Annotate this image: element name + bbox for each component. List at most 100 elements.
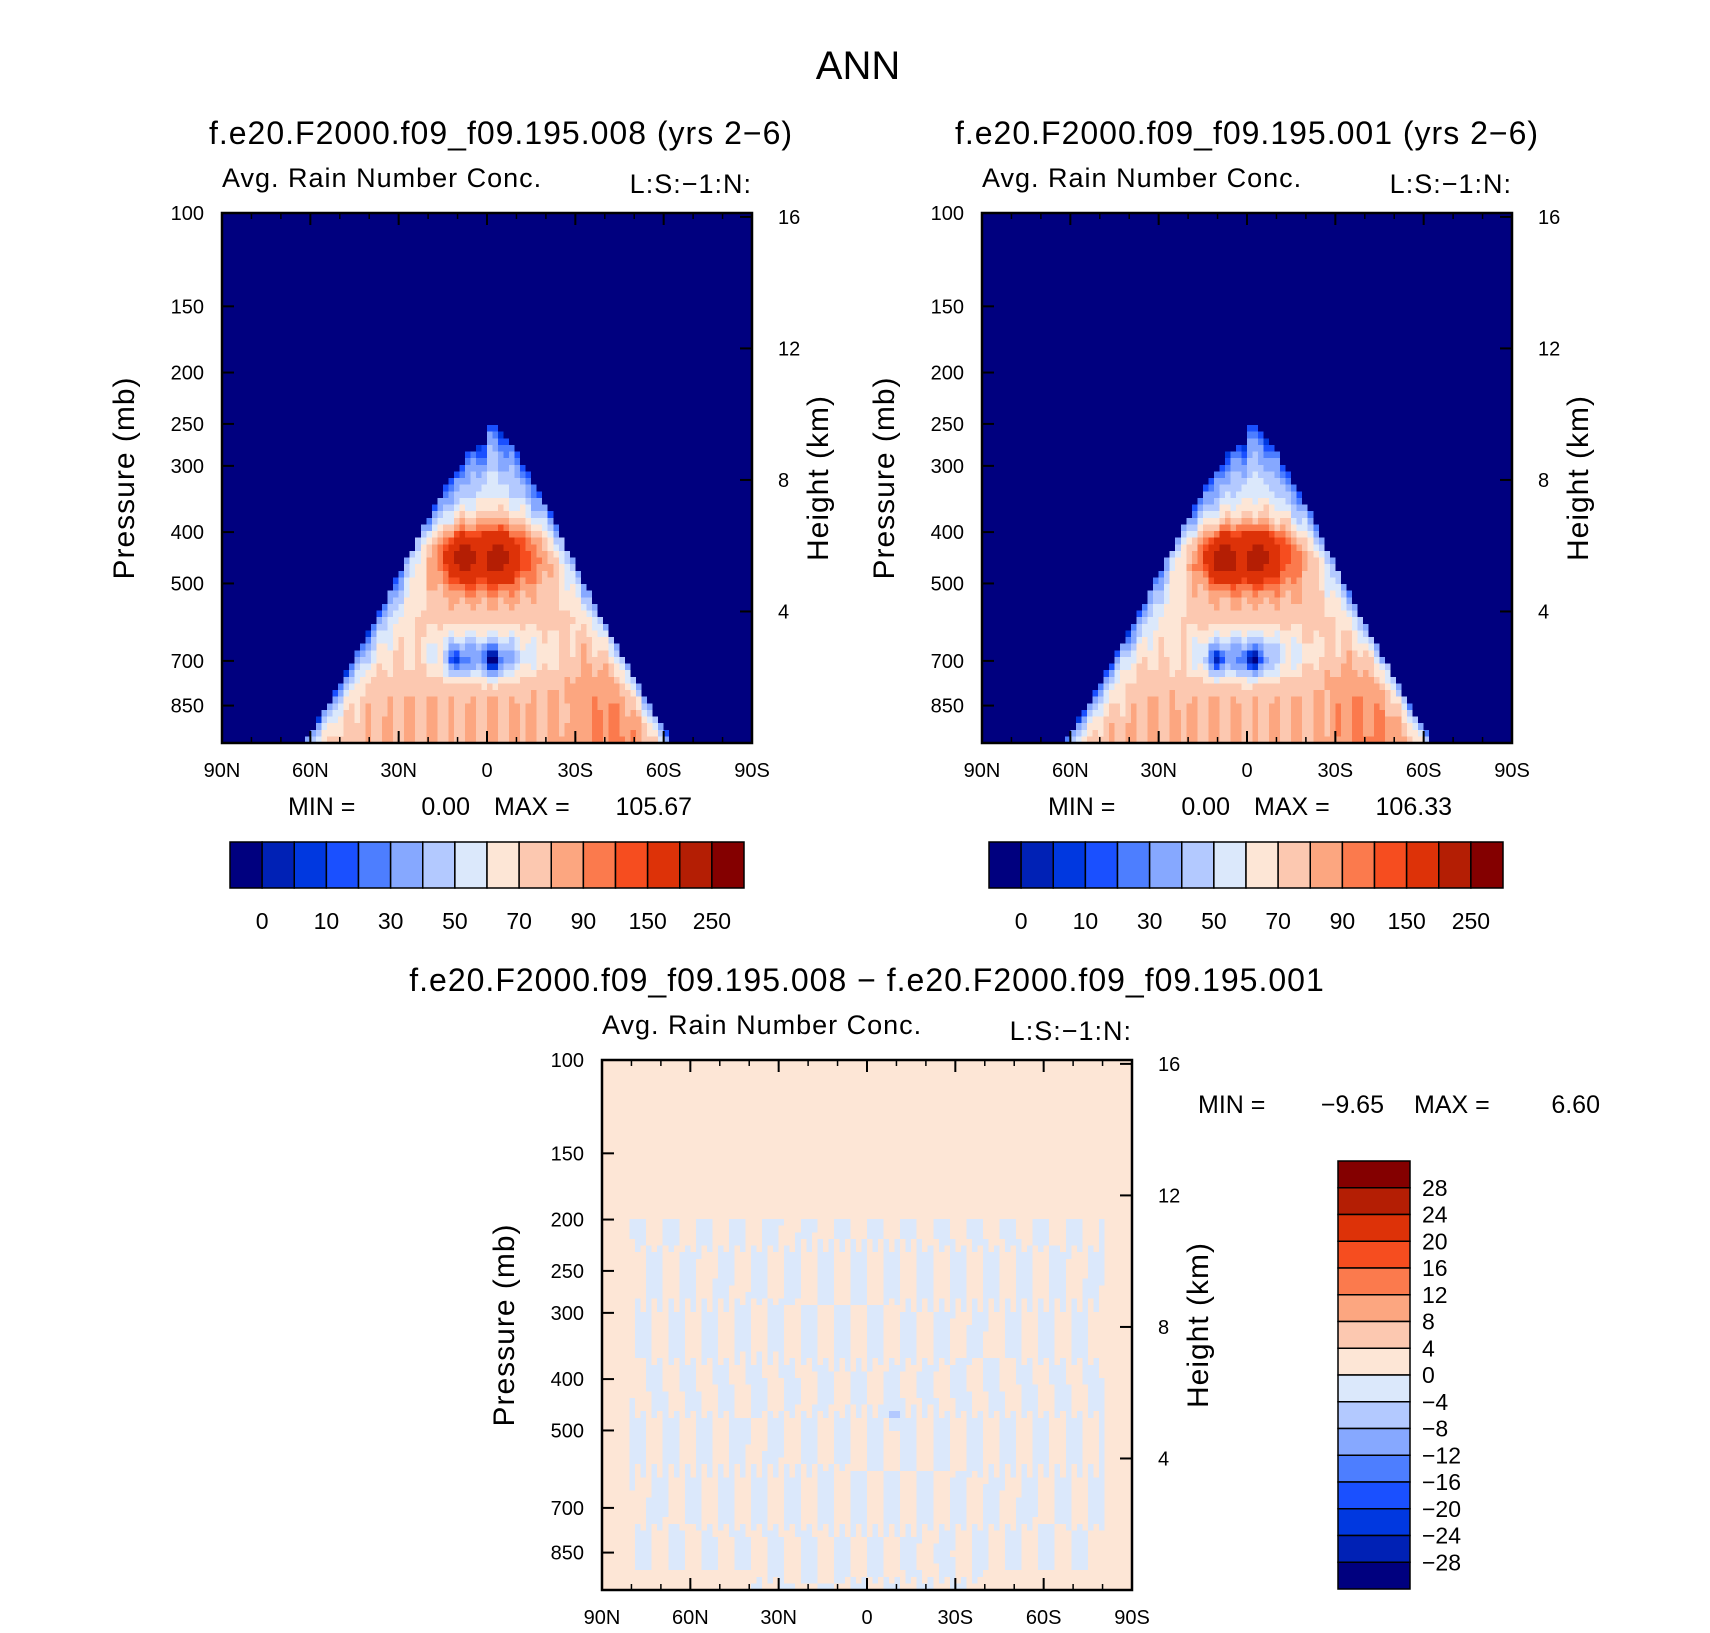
- contour-cell: [1087, 1344, 1133, 1353]
- contour-cell: [520, 656, 538, 665]
- contour-cell: [1280, 703, 1292, 711]
- contour-cell: [728, 1371, 747, 1379]
- contour-cell: [608, 736, 626, 744]
- contour-cell: [679, 1450, 697, 1459]
- contour-cell: [817, 1358, 824, 1366]
- contour-cell: [1230, 729, 1243, 737]
- contour-cell: [481, 683, 488, 691]
- contour-cell: [679, 1457, 697, 1465]
- contour-cell: [1318, 524, 1513, 532]
- contour-cell: [1049, 1364, 1067, 1372]
- contour-cell: [1230, 491, 1237, 499]
- contour-cell: [784, 1378, 802, 1386]
- contour-cell: [487, 729, 499, 737]
- contour-cell: [509, 736, 521, 744]
- contour-cell: [1202, 570, 1209, 578]
- contour-cell: [1038, 1484, 1056, 1492]
- colorbar-label: 30: [378, 908, 404, 934]
- contour-cell: [905, 1245, 912, 1253]
- contour-cell: [602, 1258, 647, 1266]
- y-tick-label: 850: [931, 696, 964, 718]
- contour-cell: [1247, 458, 1259, 466]
- contour-cell: [1396, 683, 1403, 691]
- contour-cell: [558, 637, 571, 645]
- contour-cell: [833, 1517, 852, 1525]
- contour-cell: [1258, 590, 1276, 598]
- contour-cell: [867, 1391, 885, 1399]
- contour-cell: [635, 1238, 647, 1247]
- contour-cell: [1038, 1311, 1056, 1319]
- contour-cell: [1191, 656, 1204, 665]
- contour-cell: [630, 663, 753, 671]
- contour-cell: [531, 524, 543, 532]
- contour-cell: [1027, 1305, 1034, 1313]
- contour-cell: [883, 1358, 890, 1366]
- contour-cell: [850, 1384, 868, 1392]
- contour-cell: [850, 1563, 868, 1571]
- contour-cell: [459, 464, 466, 472]
- contour-cell: [756, 1576, 763, 1584]
- contour-cell: [751, 1464, 758, 1472]
- contour-cell: [437, 709, 449, 718]
- contour-cell: [1280, 478, 1287, 486]
- contour-cell: [900, 1583, 918, 1591]
- contour-cell: [1307, 531, 1314, 539]
- contour-cell: [883, 1550, 901, 1558]
- contour-cell: [784, 1484, 802, 1492]
- colorbar-label: 24: [1422, 1202, 1448, 1228]
- contour-cell: [971, 1543, 990, 1551]
- contour-cell: [222, 716, 317, 724]
- contour-cell: [679, 1444, 697, 1452]
- contour-cell: [1087, 1497, 1105, 1505]
- contour-cell: [1296, 497, 1303, 506]
- contour-cell: [728, 1238, 747, 1247]
- contour-cell: [839, 1364, 846, 1372]
- contour-cell: [828, 1530, 835, 1538]
- contour-cell: [1191, 577, 1209, 585]
- contour-cell: [1208, 723, 1220, 731]
- contour-cell: [1318, 630, 1336, 638]
- contour-cell: [1060, 1298, 1067, 1306]
- contour-field: [222, 213, 753, 744]
- contour-cell: [828, 1364, 835, 1372]
- contour-cell: [867, 1404, 874, 1412]
- contour-cell: [855, 1404, 863, 1412]
- contour-cell: [613, 656, 621, 665]
- contour-cell: [1071, 1311, 1089, 1319]
- contour-cell: [569, 709, 593, 718]
- contour-cell: [1230, 709, 1243, 718]
- contour-cell: [426, 517, 433, 525]
- contour-cell: [1092, 690, 1099, 698]
- contour-cell: [575, 617, 593, 625]
- contour-cell: [619, 656, 626, 665]
- contour-cell: [415, 570, 427, 578]
- contour-cell: [1224, 663, 1232, 671]
- contour-cell: [1280, 590, 1287, 598]
- contour-cell: [756, 1470, 763, 1478]
- contour-cell: [1351, 623, 1359, 631]
- contour-cell: [651, 1470, 658, 1478]
- contour-cell: [982, 259, 1513, 267]
- contour-cell: [647, 709, 654, 718]
- contour-cell: [1313, 690, 1325, 698]
- contour-cell: [1158, 716, 1171, 724]
- contour-cell: [1329, 723, 1336, 731]
- contour-cell: [1097, 729, 1105, 737]
- contour-cell: [867, 1570, 885, 1578]
- contour-cell: [498, 590, 510, 598]
- contour-cell: [1340, 603, 1347, 612]
- contour-cell: [437, 531, 444, 539]
- contour-cell: [712, 1278, 736, 1286]
- contour-cell: [1186, 603, 1215, 612]
- contour-cell: [1005, 1397, 1023, 1406]
- contour-cell: [475, 709, 488, 718]
- contour-cell: [591, 643, 610, 651]
- contour-cell: [498, 670, 505, 678]
- contour-cell: [1032, 1245, 1039, 1253]
- contour-cell: [751, 1358, 758, 1366]
- contour-cell: [1247, 431, 1259, 439]
- contour-cell: [1147, 597, 1154, 605]
- contour-cell: [1219, 637, 1232, 645]
- contour-cell: [767, 1437, 785, 1445]
- contour-cell: [498, 524, 505, 532]
